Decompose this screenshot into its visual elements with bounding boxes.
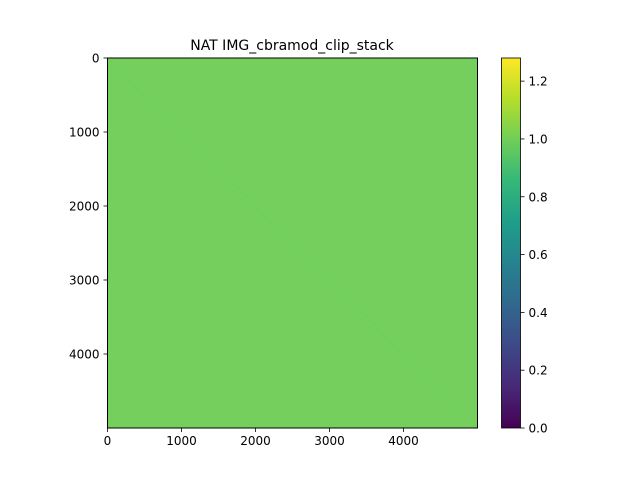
colorbar-tick-label: 1.0 bbox=[529, 132, 548, 146]
x-axis: 0 1000 2000 3000 4000 bbox=[104, 428, 419, 448]
y-tick-label: 4000 bbox=[69, 348, 100, 362]
y-tick-label: 0 bbox=[92, 52, 100, 66]
x-tick-label: 4000 bbox=[388, 434, 419, 448]
colorbar-tick-label: 1.2 bbox=[529, 75, 548, 89]
y-tick-label: 3000 bbox=[69, 274, 100, 288]
colorbar-gradient bbox=[501, 57, 521, 429]
x-tick-label: 2000 bbox=[240, 434, 271, 448]
x-tick-label: 3000 bbox=[314, 434, 345, 448]
x-tick-label: 1000 bbox=[166, 434, 197, 448]
colorbar-tick-label: 0.2 bbox=[529, 364, 548, 378]
x-tick-label: 0 bbox=[104, 434, 112, 448]
colorbar-tick-label: 0.0 bbox=[529, 422, 548, 436]
heatmap-diagonal bbox=[107, 57, 478, 429]
y-tick-label: 2000 bbox=[69, 200, 100, 214]
colorbar: 0.0 0.2 0.4 0.6 0.8 1.0 1.2 bbox=[501, 57, 548, 436]
colorbar-tick-label: 0.6 bbox=[529, 248, 548, 262]
chart-title: NAT IMG_cbramod_clip_stack bbox=[190, 38, 394, 54]
y-axis: 0 1000 2000 3000 4000 bbox=[69, 52, 108, 362]
colorbar-tick-label: 0.8 bbox=[529, 190, 548, 204]
heatmap-plot bbox=[107, 57, 478, 429]
y-tick-label: 1000 bbox=[69, 126, 100, 140]
plot-frame bbox=[107, 57, 478, 429]
colorbar-tick-label: 0.4 bbox=[529, 306, 548, 320]
